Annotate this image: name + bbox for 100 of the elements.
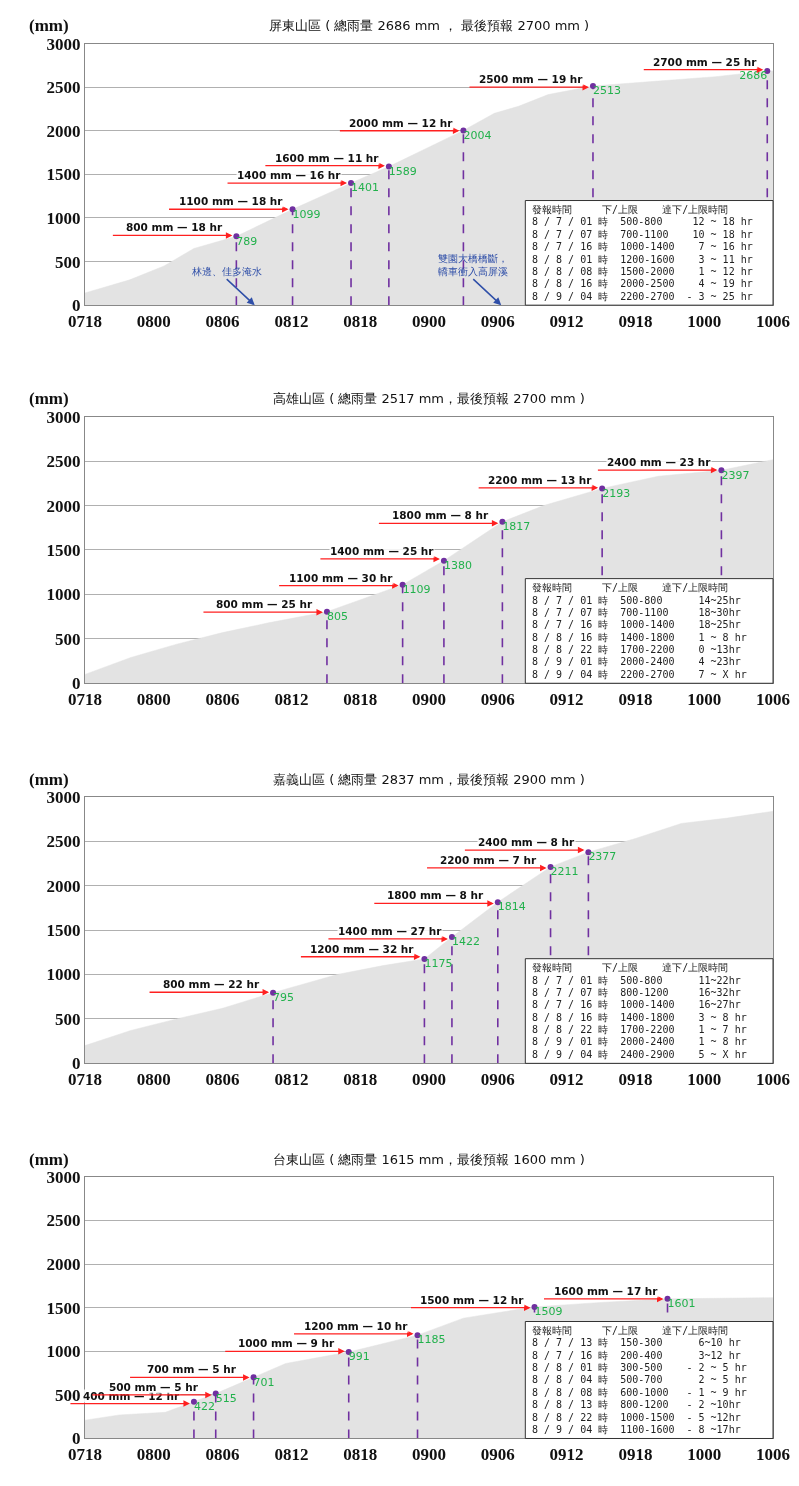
y-tick-label: 500 — [55, 1385, 81, 1405]
x-tick-label: 0906 — [480, 689, 515, 709]
data-label: 2211 — [550, 865, 579, 879]
chart-title: 台東山區 ( 總雨量 1615 mm，最後預報 1600 mm ) — [273, 1152, 585, 1167]
x-tick-label: 0806 — [205, 689, 240, 709]
annotation: 8 / 8 / 01 時 300-500 - 2 ~ 5 hr — [532, 1362, 747, 1373]
data-label: 2193 — [602, 486, 631, 500]
annotation: 8 / 8 / 22 時 1700-2200 1 ~ 7 hr — [532, 1024, 747, 1035]
x-tick-label: 0806 — [205, 1069, 240, 1089]
annotation: 8 / 7 / 13 時 150-300 6~10 hr — [532, 1337, 741, 1348]
y-tick-label: 1500 — [46, 165, 81, 185]
y-tick-label: 3000 — [46, 34, 81, 54]
y-tick-label: 500 — [55, 252, 81, 272]
x-tick-label: 0918 — [618, 1444, 653, 1464]
x-tick-label: 0912 — [549, 689, 584, 709]
x-tick-label: 0812 — [274, 689, 309, 709]
annotation: 8 / 7 / 16 時 1000-1400 16~27hr — [532, 999, 741, 1010]
annotation: 1800 mm — 8 hr — [387, 889, 485, 901]
data-label: 795 — [273, 990, 295, 1004]
x-tick-label: 0818 — [343, 1444, 378, 1464]
y-tick-label: 1500 — [46, 540, 81, 560]
x-tick-label: 0818 — [343, 689, 378, 709]
annotation: 1400 mm — 25 hr — [330, 545, 435, 557]
data-label: 1601 — [667, 1297, 696, 1311]
data-label: 1175 — [424, 957, 453, 971]
data-label: 422 — [193, 1399, 215, 1413]
y-tick-label: 1000 — [46, 585, 81, 605]
annotation: 700 mm — 5 hr — [147, 1363, 237, 1375]
annotation: 發報時間 下/上限 達下/上限時間 — [532, 962, 729, 973]
y-tick-label: 3000 — [46, 1167, 81, 1187]
data-label: 1380 — [443, 558, 472, 572]
annotation: 8 / 9 / 04 時 1100-1600 - 8 ~17hr — [532, 1424, 741, 1435]
data-label: 1817 — [502, 520, 531, 534]
data-label: 2377 — [588, 850, 617, 864]
y-tick-label: 2500 — [46, 78, 81, 98]
annotation: 1500 mm — 12 hr — [420, 1294, 525, 1306]
annotation: 林邊、佳多淹水 — [191, 266, 262, 277]
y-tick-label: 2000 — [46, 496, 81, 516]
x-tick-label: 0900 — [412, 689, 446, 709]
x-tick-label: 0812 — [274, 1444, 309, 1464]
annotation: 1600 mm — 17 hr — [554, 1285, 659, 1297]
annotation: 2000 mm — 12 hr — [349, 117, 454, 129]
y-tick-label: 1500 — [46, 1298, 81, 1318]
x-tick-label: 1006 — [756, 311, 790, 331]
data-label: 789 — [236, 234, 258, 248]
x-tick-label: 1000 — [687, 689, 722, 709]
data-label: 515 — [215, 1391, 237, 1405]
y-tick-label: 2000 — [46, 121, 81, 141]
y-axis-title: (mm) — [29, 389, 69, 408]
x-tick-label: 1006 — [756, 1069, 790, 1089]
x-tick-label: 0800 — [136, 1069, 171, 1089]
x-tick-label: 0918 — [618, 1069, 653, 1089]
x-tick-label: 0800 — [136, 689, 171, 709]
annotation: 8 / 8 / 08 時 1500-2000 1 ~ 12 hr — [532, 266, 753, 277]
annotation: 8 / 8 / 16 時 1400-1800 3 ~ 8 hr — [532, 1012, 747, 1023]
x-tick-label: 0806 — [205, 1444, 240, 1464]
y-axis-title: (mm) — [29, 1150, 69, 1169]
annotation: 2500 mm — 19 hr — [479, 73, 584, 85]
data-label: 1099 — [292, 207, 321, 221]
annotation: 8 / 8 / 22 時 1000-1500 - 5 ~12hr — [532, 1412, 741, 1423]
x-tick-label: 0918 — [618, 689, 653, 709]
annotation: 8 / 7 / 16 時 1000-1400 7 ~ 16 hr — [532, 241, 753, 252]
y-tick-label: 2000 — [46, 1255, 81, 1275]
annotation: 8 / 9 / 04 時 2200-2700 - 3 ~ 25 hr — [532, 291, 753, 302]
x-tick-label: 0800 — [136, 1444, 171, 1464]
annotation: 800 mm — 22 hr — [163, 978, 261, 990]
annotation: 1400 mm — 27 hr — [338, 925, 443, 937]
annotation: 2400 mm — 23 hr — [607, 456, 712, 468]
y-tick-label: 1000 — [46, 208, 81, 228]
x-tick-label: 0912 — [549, 1069, 584, 1089]
data-label: 2513 — [592, 84, 621, 98]
data-label: 991 — [348, 1350, 370, 1364]
annotation: 雙園大橋橋斷，轎車衝入高屏溪 — [438, 253, 508, 277]
data-label: 1401 — [351, 181, 380, 195]
x-tick-label: 0812 — [274, 311, 309, 331]
annotation: 發報時間 下/上限 達下/上限時間 — [532, 1325, 729, 1336]
x-tick-label: 0800 — [136, 311, 171, 331]
y-tick-label: 1500 — [46, 921, 81, 941]
annotation: 1400 mm — 16 hr — [237, 169, 342, 181]
y-axis-title: (mm) — [29, 770, 69, 789]
y-tick-label: 2500 — [46, 832, 81, 852]
x-tick-label: 0806 — [205, 311, 240, 331]
x-tick-label: 0818 — [343, 311, 378, 331]
annotation: 8 / 9 / 01 時 2000-2400 4 ~23hr — [532, 656, 741, 667]
x-tick-label: 1000 — [687, 1069, 722, 1089]
annotation: 8 / 7 / 16 時 1000-1400 18~25hr — [532, 619, 741, 630]
annotation: 2200 mm — 13 hr — [488, 474, 593, 486]
y-tick-label: 2000 — [46, 876, 81, 896]
y-tick-label: 1000 — [46, 1342, 81, 1362]
x-tick-label: 0918 — [618, 311, 653, 331]
annotation: 2400 mm — 8 hr — [478, 836, 576, 848]
annotation: 1200 mm — 10 hr — [304, 1320, 409, 1332]
annotation: 500 mm — 5 hr — [109, 1381, 199, 1393]
annotation: 8 / 8 / 22 時 1700-2200 0 ~13hr — [532, 644, 741, 655]
annotation: 8 / 7 / 07 時 800-1200 16~32hr — [532, 987, 741, 998]
y-tick-label: 2500 — [46, 1211, 81, 1231]
annotation: 8 / 7 / 01 時 500-800 12 ~ 18 hr — [532, 216, 753, 227]
data-label: 1185 — [417, 1333, 446, 1347]
x-tick-label: 0906 — [480, 311, 515, 331]
x-tick-label: 0900 — [412, 1069, 446, 1089]
